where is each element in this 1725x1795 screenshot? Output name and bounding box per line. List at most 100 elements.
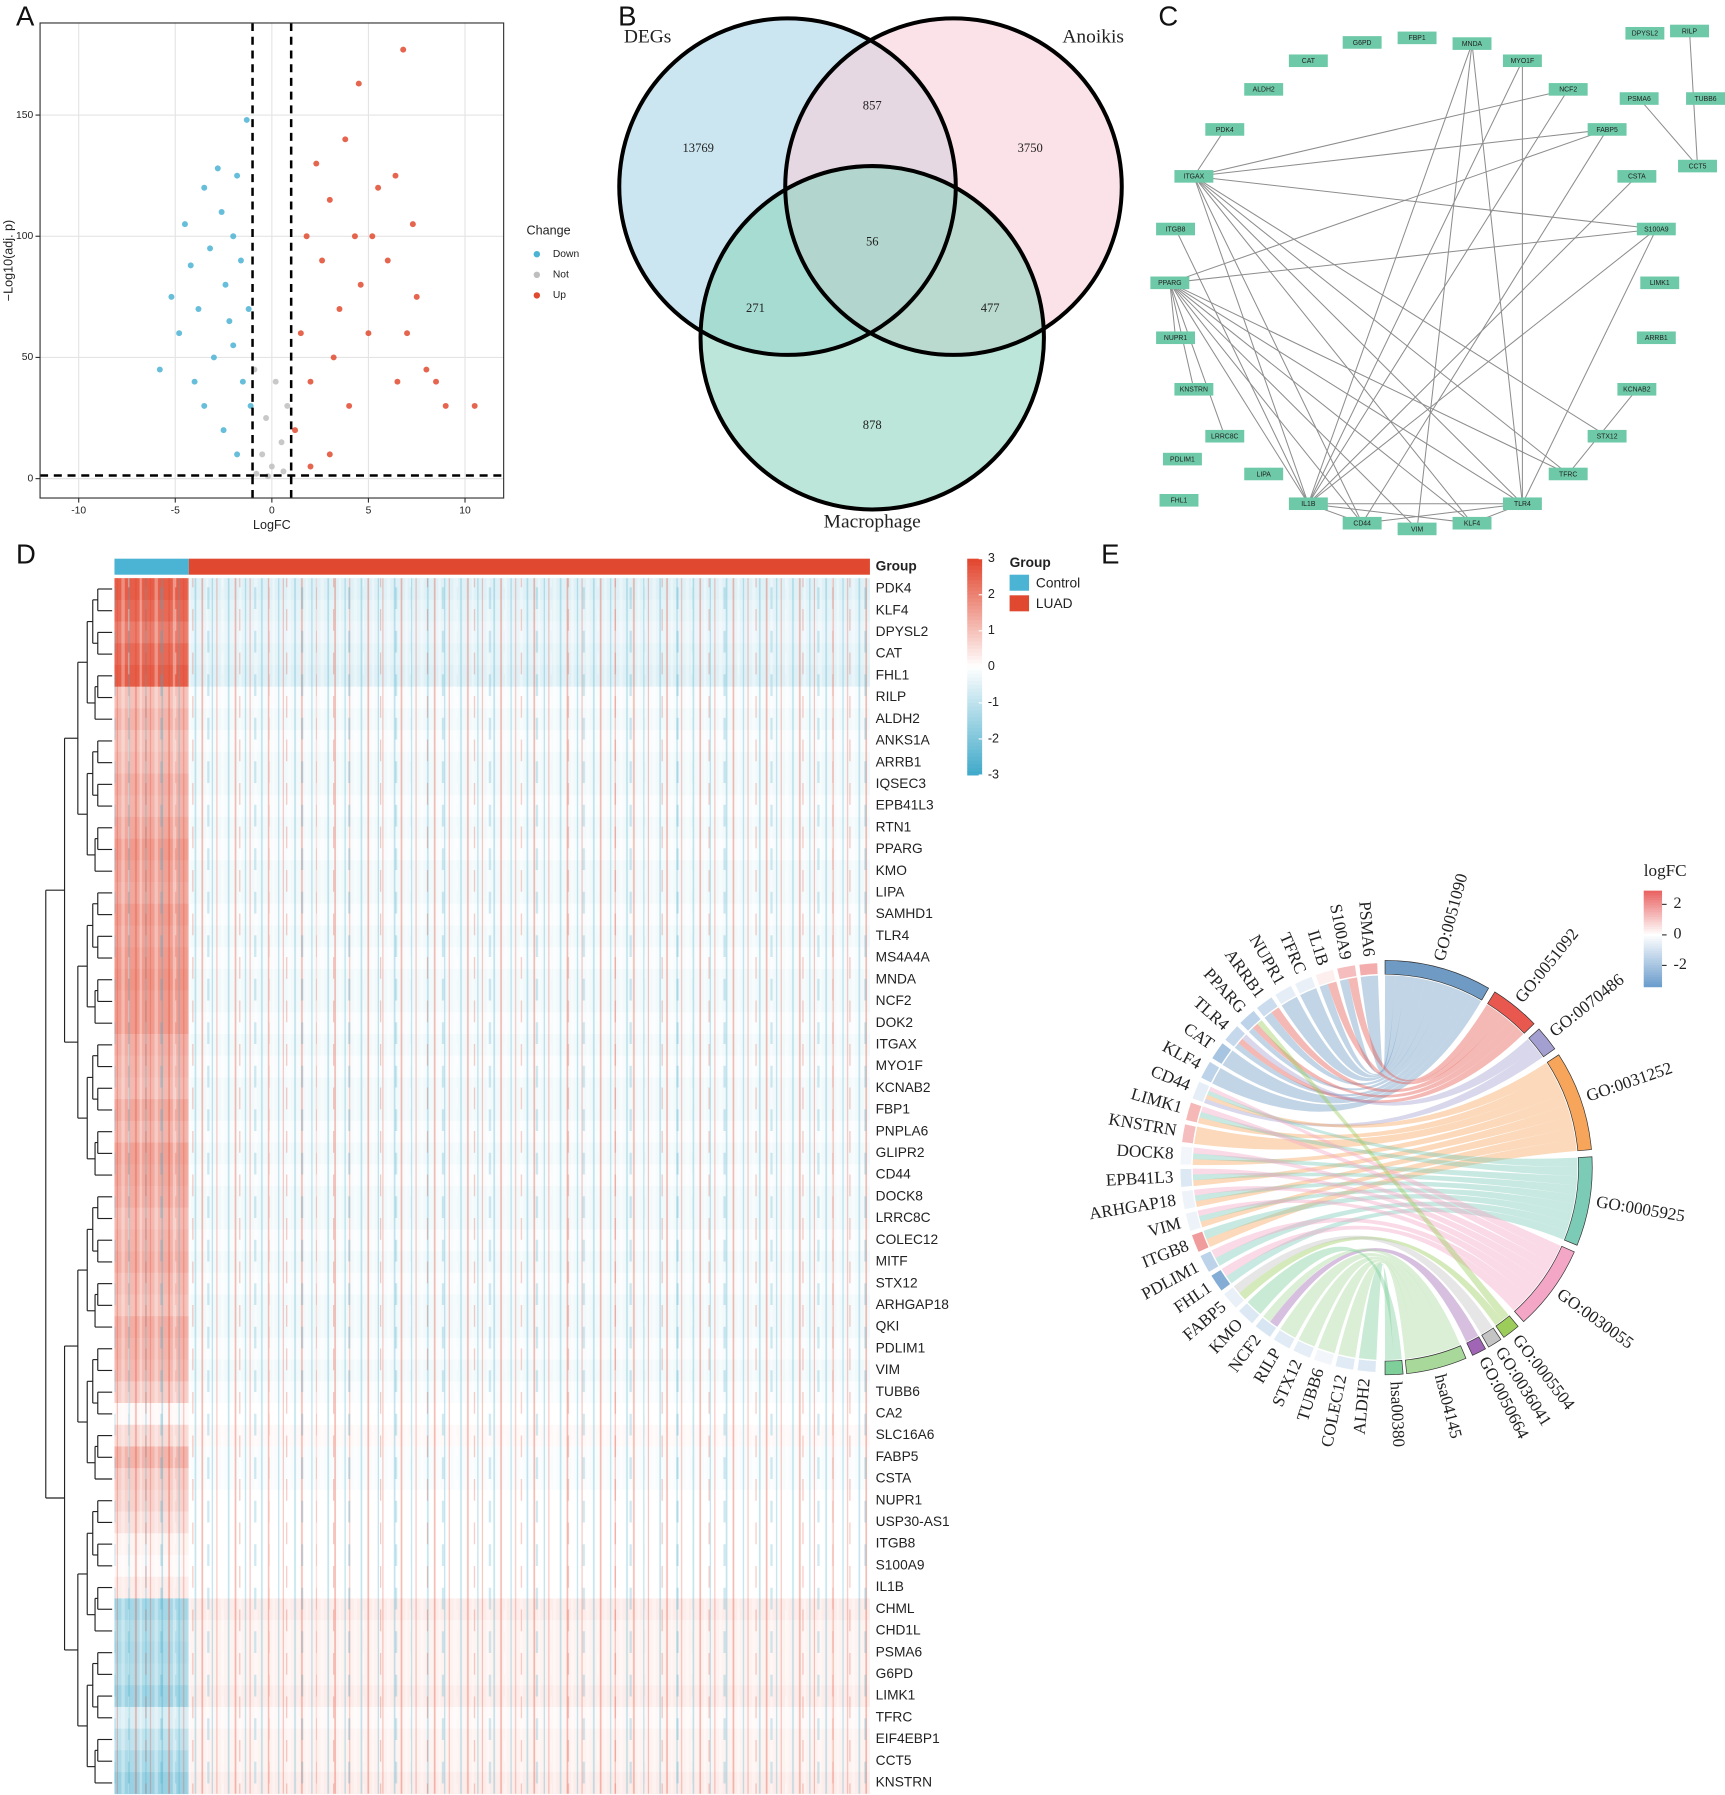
legend-title: Group [1010,555,1051,570]
node-label: CD44 [1353,521,1371,528]
colorbar-step [967,565,983,570]
point [201,402,208,409]
colorbar-step [1643,962,1663,966]
row-label: PSMA6 [876,1644,923,1659]
colorbar-step [1643,977,1663,981]
edge [1521,228,1657,504]
point [230,233,237,240]
colorbar-step [967,699,983,704]
row-label: FBP1 [876,1102,910,1117]
colorbar-step [1643,965,1663,969]
node-label: TFRC [1559,471,1577,478]
node [1288,54,1328,68]
point [307,378,314,385]
colorbar-tick-label: 3 [988,551,995,565]
point [284,402,291,409]
term-arc [1384,1360,1404,1376]
node [1174,382,1214,396]
ribbon [1233,1235,1493,1335]
colorbar-step [967,591,983,596]
ribbon [1207,1090,1578,1167]
edge [1307,60,1523,504]
point [210,354,217,361]
colorbar-step [1643,960,1663,964]
term-arc [1481,1327,1502,1348]
node [1244,467,1284,481]
colorbar-step [967,720,983,725]
term-arc [1495,1315,1519,1338]
colorbar-step [1643,926,1663,930]
gene-arc [1224,1025,1246,1048]
edge [1193,175,1657,230]
term-arc [1487,991,1535,1034]
point [191,378,198,385]
colorbar-step [967,638,983,643]
term-arc [1404,1345,1467,1375]
colorbar-tick-label: 1 [988,623,995,637]
term-arc [1546,1054,1592,1152]
colorbar-tick-label: 0 [988,659,995,673]
point [214,165,221,172]
gene-arc [1181,1123,1197,1145]
node [1156,331,1196,345]
gene-arc [1191,1230,1210,1253]
point [342,136,349,143]
point [207,245,214,252]
panel-label: E [1101,539,1119,570]
legend-marker [533,292,541,299]
point [307,463,314,470]
gene-label: VIM [1146,1214,1183,1241]
edge [1193,176,1363,524]
node-label: KNSTRN [1180,387,1208,394]
row-label: G6PD [876,1666,913,1681]
edge [1307,176,1638,505]
node-label: ALDH2 [1253,87,1275,94]
point [400,46,407,53]
node-label: IL1B [1301,501,1316,508]
row-label: NCF2 [876,993,912,1008]
node-label: CSTA [1628,174,1646,181]
term-label: GO:0005925 [1595,1192,1687,1226]
set-label: Anoikis [1062,26,1124,47]
point [245,305,252,312]
point [218,209,225,216]
node-label: PDK4 [1216,127,1234,134]
gene-arc [1184,1210,1202,1232]
point [409,221,416,228]
colorbar-step [1643,917,1663,920]
term-arc [1563,1156,1593,1246]
ribbon [1242,1034,1536,1106]
row-label: CAT [876,646,903,661]
colorbar-step [1643,912,1663,916]
point [220,427,227,434]
node [1502,497,1542,511]
edge [1308,503,1473,524]
point [303,233,310,240]
node [1342,36,1382,49]
point [375,184,382,191]
node-label: STX12 [1597,434,1618,441]
node-label: ARRB1 [1645,335,1668,342]
term-arc [1384,960,1490,1001]
colorbar-step [967,724,983,729]
node-label: FBP1 [1409,35,1426,42]
colorbar-step [967,746,983,751]
term-label: GO:0030055 [1554,1284,1638,1352]
colorbar-step [967,576,983,581]
node [1452,516,1492,530]
row-label: PDK4 [876,581,912,596]
colorbar-step [967,681,983,686]
gene-arc [1179,1145,1193,1166]
colorbar-step [967,692,983,697]
point [268,463,275,470]
colorbar-step [967,609,983,614]
set-area [700,166,1044,510]
point [243,116,250,123]
ribbon [1234,988,1464,1097]
edge [1169,128,1608,284]
gene-arc [1200,1061,1220,1084]
term-label: GO:0031252 [1584,1058,1675,1105]
edge [1169,282,1363,524]
